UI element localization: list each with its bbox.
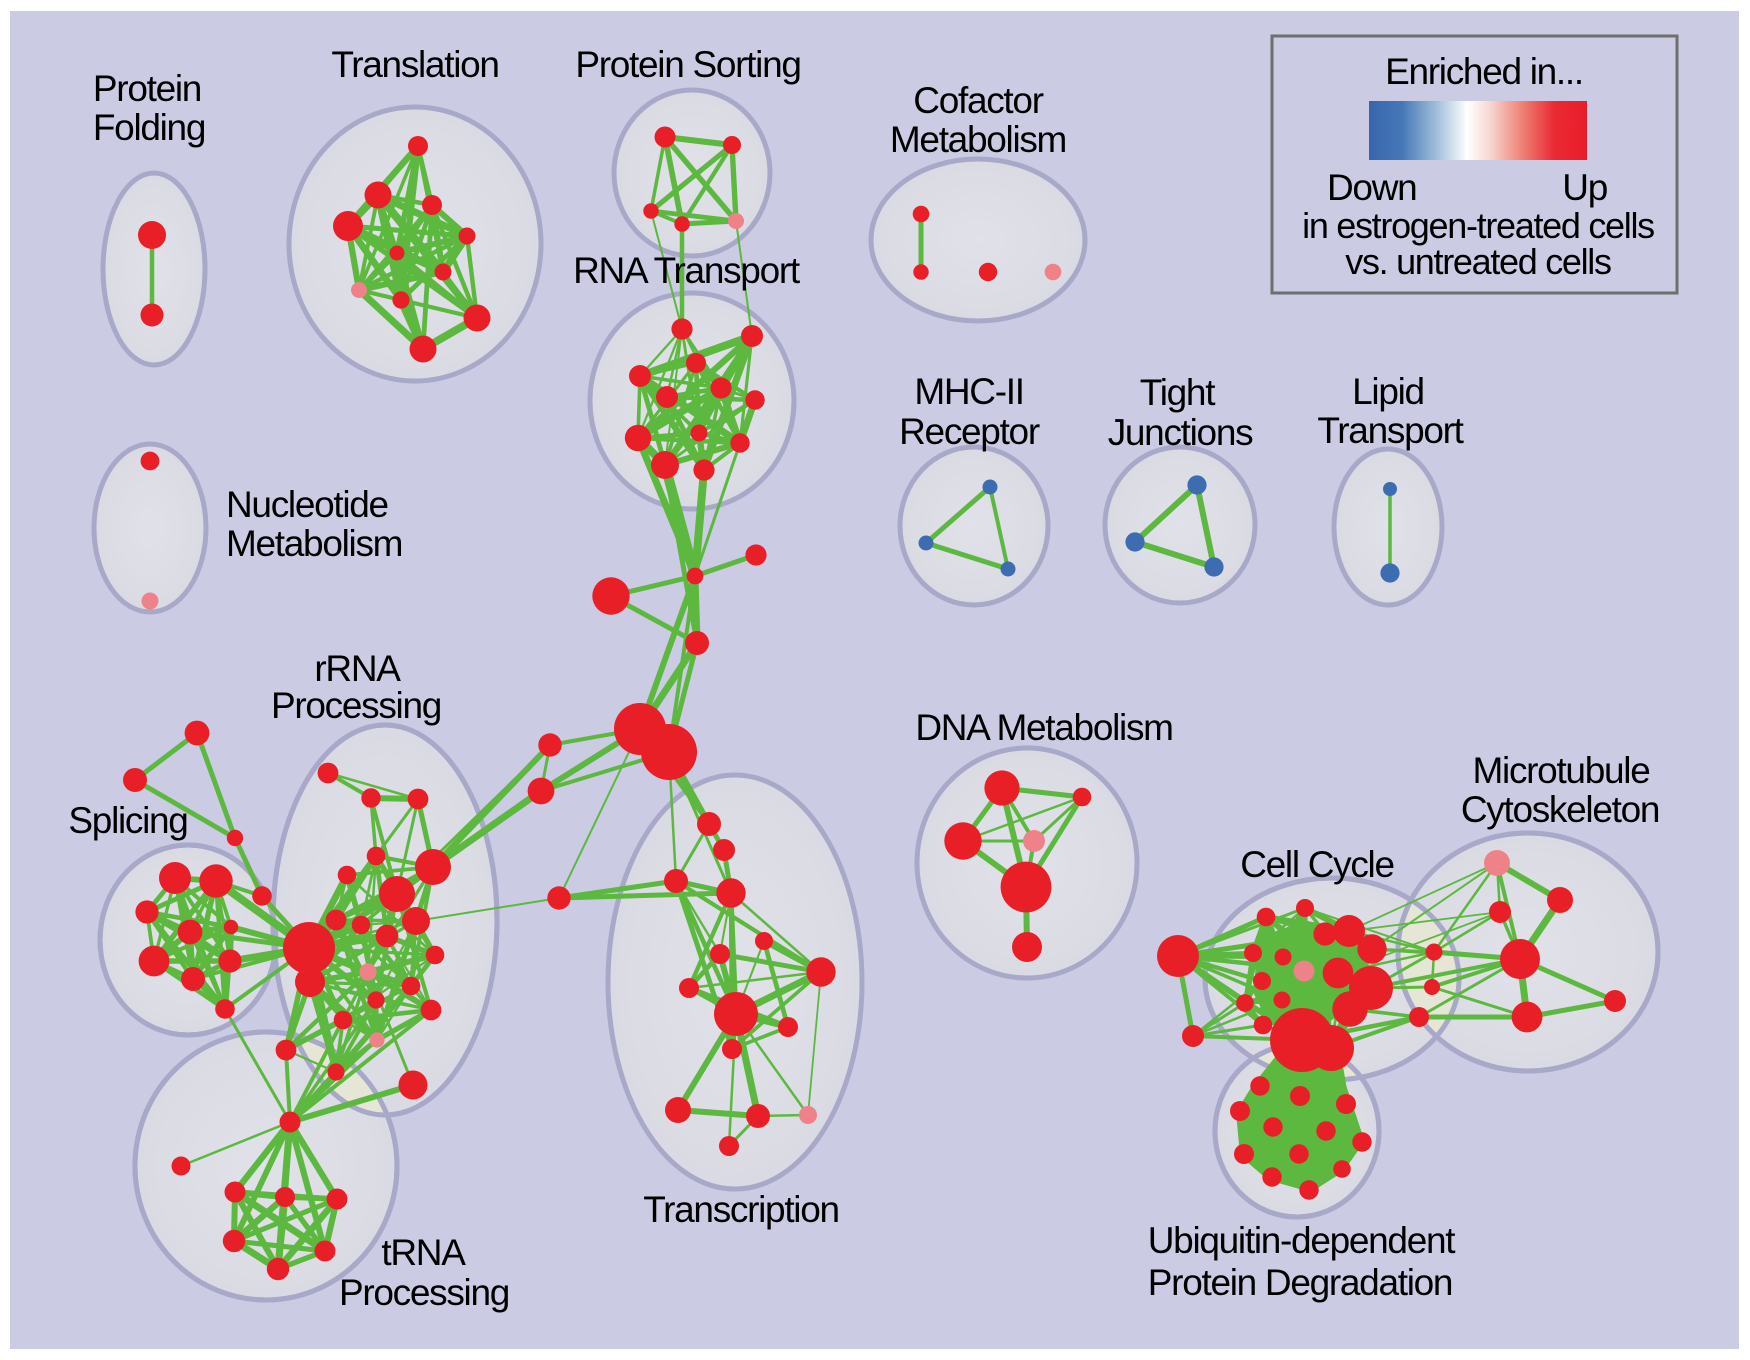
svg-text:Junctions: Junctions	[1108, 412, 1253, 453]
svg-text:Lipid: Lipid	[1352, 371, 1424, 412]
svg-text:Tight: Tight	[1140, 372, 1216, 413]
svg-text:MHC-II: MHC-II	[914, 371, 1023, 412]
svg-text:Transport: Transport	[1317, 410, 1464, 451]
svg-text:Metabolism: Metabolism	[226, 523, 402, 564]
svg-text:Microtubule: Microtubule	[1473, 750, 1650, 791]
svg-text:Cytoskeleton: Cytoskeleton	[1461, 789, 1659, 830]
svg-text:rRNA: rRNA	[314, 648, 401, 689]
svg-text:Cofactor: Cofactor	[913, 80, 1043, 121]
svg-text:Nucleotide: Nucleotide	[226, 484, 388, 525]
svg-text:vs. untreated cells: vs. untreated cells	[1345, 241, 1611, 282]
svg-text:Receptor: Receptor	[899, 411, 1040, 452]
svg-text:Metabolism: Metabolism	[890, 119, 1066, 160]
svg-text:Transcription: Transcription	[643, 1189, 839, 1230]
svg-text:Enriched in...: Enriched in...	[1385, 51, 1583, 92]
svg-text:Folding: Folding	[93, 107, 205, 148]
svg-text:Cell Cycle: Cell Cycle	[1240, 844, 1394, 885]
svg-text:Splicing: Splicing	[68, 800, 187, 841]
svg-text:Processing: Processing	[339, 1272, 509, 1313]
svg-text:Translation: Translation	[331, 44, 498, 85]
svg-text:DNA Metabolism: DNA Metabolism	[915, 707, 1172, 748]
svg-text:tRNA: tRNA	[381, 1232, 466, 1273]
svg-text:Processing: Processing	[271, 685, 441, 726]
svg-text:Down: Down	[1327, 167, 1416, 208]
svg-text:Protein Degradation: Protein Degradation	[1148, 1262, 1452, 1303]
svg-text:Up: Up	[1562, 167, 1607, 208]
svg-text:Protein Sorting: Protein Sorting	[575, 44, 800, 85]
svg-text:Ubiquitin-dependent: Ubiquitin-dependent	[1148, 1220, 1457, 1261]
svg-text:in estrogen-treated cells: in estrogen-treated cells	[1302, 205, 1654, 246]
svg-text:Protein: Protein	[93, 68, 201, 109]
svg-text:RNA Transport: RNA Transport	[573, 250, 801, 291]
